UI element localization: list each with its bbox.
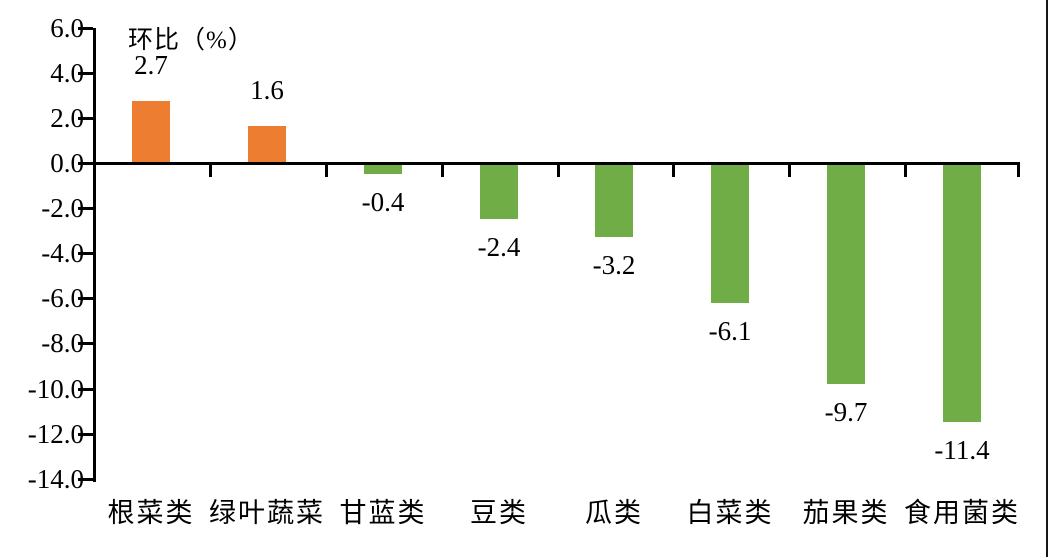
y-tick-label: 0.0 [50,148,84,178]
x-axis-tick [1017,165,1020,177]
x-axis-tick [441,165,444,177]
x-axis-tick [788,165,791,177]
y-axis-tick [78,388,93,391]
category-label: 豆类 [470,498,528,528]
category-label: 白菜类 [686,498,774,528]
y-axis-tick [78,433,93,436]
bar [943,165,981,422]
y-axis-tick [78,207,93,210]
chart-title: 环比（%） [128,27,254,54]
bar [711,165,749,303]
y-tick-label: 2.0 [50,103,84,133]
x-axis-tick [325,165,328,177]
bar [480,165,518,219]
bar [827,165,865,384]
bar [364,165,402,174]
category-label: 绿叶蔬菜 [209,498,325,528]
y-tick-label: -6.0 [41,283,84,313]
y-axis-tick [78,72,93,75]
category-label: 甘蓝类 [339,498,427,528]
y-tick-label: -12.0 [27,419,84,449]
y-axis-tick [78,297,93,300]
y-tick-label: 6.0 [50,13,84,43]
bar [132,101,170,162]
y-tick-label: -2.0 [41,193,84,223]
y-tick-label: -14.0 [27,464,84,494]
category-label: 瓜类 [585,498,643,528]
y-tick-label: -8.0 [41,328,84,358]
y-tick-label: -4.0 [41,238,84,268]
y-axis-tick [78,478,93,481]
bar-value-label: 1.6 [250,75,284,105]
bar-value-label: -9.7 [824,397,868,427]
category-label: 根菜类 [107,498,195,528]
y-axis-tick [78,117,93,120]
y-axis-tick [78,27,93,30]
y-axis-line [93,28,96,482]
screenshot-right-edge-line [1046,0,1048,557]
bar-value-label: -11.4 [934,435,990,465]
bar [248,126,286,162]
bar [595,165,633,237]
bar-value-label: -0.4 [361,187,405,217]
y-axis-tick [78,162,93,165]
category-label: 食用菌类 [904,498,1020,528]
y-tick-label: 4.0 [50,58,84,88]
x-axis-tick [904,165,907,177]
bar-value-label: -6.1 [708,316,752,346]
y-axis-tick [78,252,93,255]
y-tick-label: -10.0 [27,374,84,404]
category-label: 茄果类 [802,498,890,528]
bar-value-label: 2.7 [134,50,168,80]
bar-value-label: -2.4 [477,232,521,262]
bar-value-label: -3.2 [592,250,636,280]
y-axis-tick [78,342,93,345]
x-axis-tick [209,165,212,177]
x-axis-tick [557,165,560,177]
x-axis-line [93,162,1020,165]
x-axis-tick [672,165,675,177]
